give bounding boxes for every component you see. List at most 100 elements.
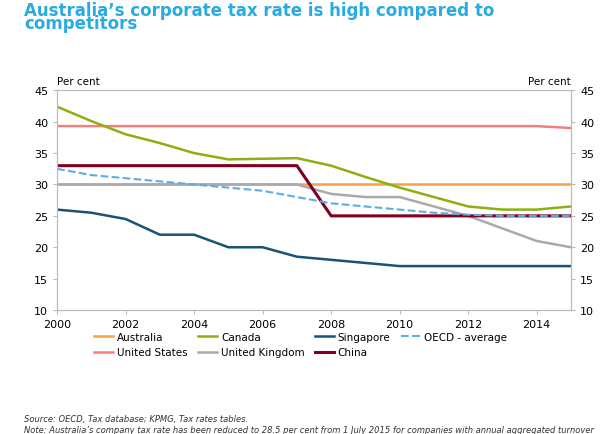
Canada <box>533 207 540 213</box>
Australia <box>567 182 575 187</box>
United Kingdom <box>53 182 61 187</box>
Line: United States: United States <box>57 127 571 129</box>
United States <box>156 124 163 129</box>
United Kingdom <box>430 204 438 210</box>
Singapore <box>259 245 266 250</box>
Australia <box>533 182 540 187</box>
Singapore <box>88 210 95 216</box>
United Kingdom <box>225 182 232 187</box>
Canada <box>53 105 61 110</box>
United States <box>567 126 575 132</box>
United Kingdom <box>259 182 266 187</box>
Singapore <box>328 258 335 263</box>
Australia <box>465 182 472 187</box>
Canada <box>430 195 438 200</box>
China <box>567 214 575 219</box>
Singapore <box>499 264 506 269</box>
China <box>225 164 232 169</box>
Australia <box>191 182 198 187</box>
OECD - average <box>499 214 506 219</box>
OECD - average <box>88 173 95 178</box>
Australia <box>225 182 232 187</box>
China <box>430 214 438 219</box>
Canada <box>465 204 472 210</box>
Singapore <box>567 264 575 269</box>
Singapore <box>53 207 61 213</box>
Legend: Australia, United States, Canada, United Kingdom, Singapore, China, OECD - avera: Australia, United States, Canada, United… <box>90 328 511 362</box>
Line: United Kingdom: United Kingdom <box>57 185 571 248</box>
United Kingdom <box>156 182 163 187</box>
Singapore <box>533 264 540 269</box>
China <box>293 164 300 169</box>
United States <box>122 124 129 129</box>
OECD - average <box>533 214 540 219</box>
Singapore <box>293 254 300 260</box>
Canada <box>328 164 335 169</box>
China <box>88 164 95 169</box>
Canada <box>191 151 198 156</box>
United Kingdom <box>567 245 575 250</box>
United Kingdom <box>328 192 335 197</box>
China <box>259 164 266 169</box>
Singapore <box>362 261 369 266</box>
Canada <box>225 158 232 163</box>
Text: Australia’s corporate tax rate is high compared to: Australia’s corporate tax rate is high c… <box>24 2 495 20</box>
Text: Per cent: Per cent <box>57 77 100 87</box>
United Kingdom <box>191 182 198 187</box>
Australia <box>293 182 300 187</box>
Singapore <box>396 264 403 269</box>
China <box>396 214 403 219</box>
OECD - average <box>465 213 472 218</box>
China <box>533 214 540 219</box>
OECD - average <box>225 186 232 191</box>
Canada <box>293 156 300 161</box>
Australia <box>499 182 506 187</box>
United States <box>465 124 472 129</box>
United States <box>533 124 540 129</box>
China <box>156 164 163 169</box>
United Kingdom <box>362 195 369 200</box>
Singapore <box>122 217 129 222</box>
OECD - average <box>156 179 163 184</box>
Canada <box>567 204 575 210</box>
United States <box>293 124 300 129</box>
Canada <box>122 132 129 138</box>
China <box>122 164 129 169</box>
Line: Canada: Canada <box>57 108 571 210</box>
China <box>465 214 472 219</box>
Australia <box>328 182 335 187</box>
Canada <box>156 141 163 146</box>
Canada <box>396 186 403 191</box>
United Kingdom <box>465 214 472 219</box>
United Kingdom <box>88 182 95 187</box>
Canada <box>259 157 266 162</box>
China <box>362 214 369 219</box>
Canada <box>88 119 95 125</box>
United States <box>259 124 266 129</box>
Singapore <box>430 264 438 269</box>
OECD - average <box>396 207 403 213</box>
United States <box>396 124 403 129</box>
Text: Per cent: Per cent <box>528 77 571 87</box>
OECD - average <box>122 176 129 181</box>
OECD - average <box>362 204 369 210</box>
United Kingdom <box>533 239 540 244</box>
Text: competitors: competitors <box>24 15 137 33</box>
Australia <box>156 182 163 187</box>
China <box>499 214 506 219</box>
United Kingdom <box>122 182 129 187</box>
Australia <box>362 182 369 187</box>
Canada <box>499 207 506 213</box>
China <box>53 164 61 169</box>
Line: OECD - average: OECD - average <box>57 169 571 217</box>
Singapore <box>191 233 198 238</box>
Australia <box>430 182 438 187</box>
Line: China: China <box>57 166 571 217</box>
Singapore <box>225 245 232 250</box>
Canada <box>362 175 369 180</box>
OECD - average <box>430 210 438 216</box>
United Kingdom <box>396 195 403 200</box>
OECD - average <box>191 182 198 187</box>
OECD - average <box>259 189 266 194</box>
United States <box>88 124 95 129</box>
